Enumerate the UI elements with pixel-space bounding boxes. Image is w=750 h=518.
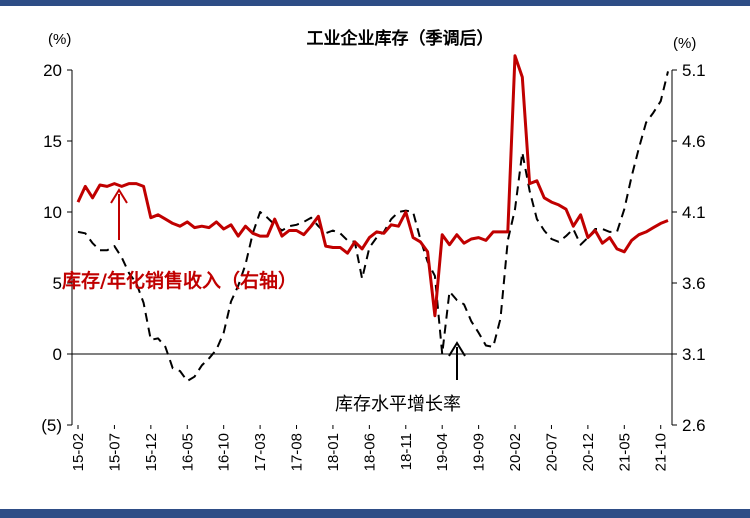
inventory-to-sales-line bbox=[76, 54, 669, 318]
inventory-growth-line bbox=[77, 71, 669, 382]
x-tick-label: 21-05 bbox=[616, 433, 633, 471]
axes bbox=[67, 69, 677, 429]
x-tick-label: 15-07 bbox=[106, 433, 123, 471]
chart-title: 工业企业库存（季调后） bbox=[307, 28, 494, 49]
right-tick-label: 5.1 bbox=[682, 61, 706, 80]
left-tick-label: 10 bbox=[43, 203, 62, 222]
bottom-rule bbox=[0, 509, 750, 518]
x-tick-label: 17-08 bbox=[289, 433, 306, 471]
x-tick-label: 15-02 bbox=[70, 433, 87, 471]
right-tick-label: 3.1 bbox=[682, 345, 706, 364]
x-tick-label: 18-06 bbox=[361, 433, 378, 471]
series-lines bbox=[76, 54, 669, 382]
right-axis-unit: (%) bbox=[673, 35, 696, 52]
top-rule bbox=[0, 0, 750, 6]
x-tick-label: 19-04 bbox=[434, 433, 451, 471]
x-tick-label: 15-12 bbox=[143, 433, 160, 471]
x-tick-label: 18-01 bbox=[325, 433, 342, 471]
black-series-annotation: 库存水平增长率 bbox=[335, 394, 461, 415]
x-tick-label: 18-11 bbox=[398, 433, 415, 470]
left-axis-unit: (%) bbox=[48, 31, 71, 48]
red-series-annotation: 库存/年化销售收入（右轴） bbox=[62, 269, 297, 292]
x-tick-label: 21-10 bbox=[653, 433, 670, 471]
x-tick-label: 17-03 bbox=[252, 433, 269, 471]
x-tick-label: 20-07 bbox=[543, 433, 560, 471]
red-annotation-arrowhead bbox=[110, 188, 128, 204]
right-tick-label: 3.6 bbox=[682, 274, 706, 293]
left-tick-label: 20 bbox=[43, 61, 62, 80]
x-tick-label: 16-05 bbox=[179, 433, 196, 471]
left-tick-label: 0 bbox=[53, 345, 62, 364]
left-tick-label: (5) bbox=[41, 416, 62, 435]
right-tick-label: 2.6 bbox=[682, 416, 706, 435]
x-tick-label: 16-10 bbox=[216, 433, 233, 471]
x-tick-label: 19-09 bbox=[471, 433, 488, 471]
right-tick-label: 4.6 bbox=[682, 132, 706, 151]
x-tick-label: 20-02 bbox=[507, 433, 524, 471]
x-tick-label: 20-12 bbox=[580, 433, 597, 471]
right-tick-label: 4.1 bbox=[682, 203, 706, 222]
left-tick-label: 15 bbox=[43, 132, 62, 151]
left-tick-label: 5 bbox=[53, 274, 62, 293]
black-annotation-arrowhead bbox=[448, 341, 466, 357]
tick-labels: 20 15 10 5 0 (5) 5.1 4.6 4.1 3.6 3.1 2.6 15-02 15-07 1… bbox=[41, 61, 705, 471]
